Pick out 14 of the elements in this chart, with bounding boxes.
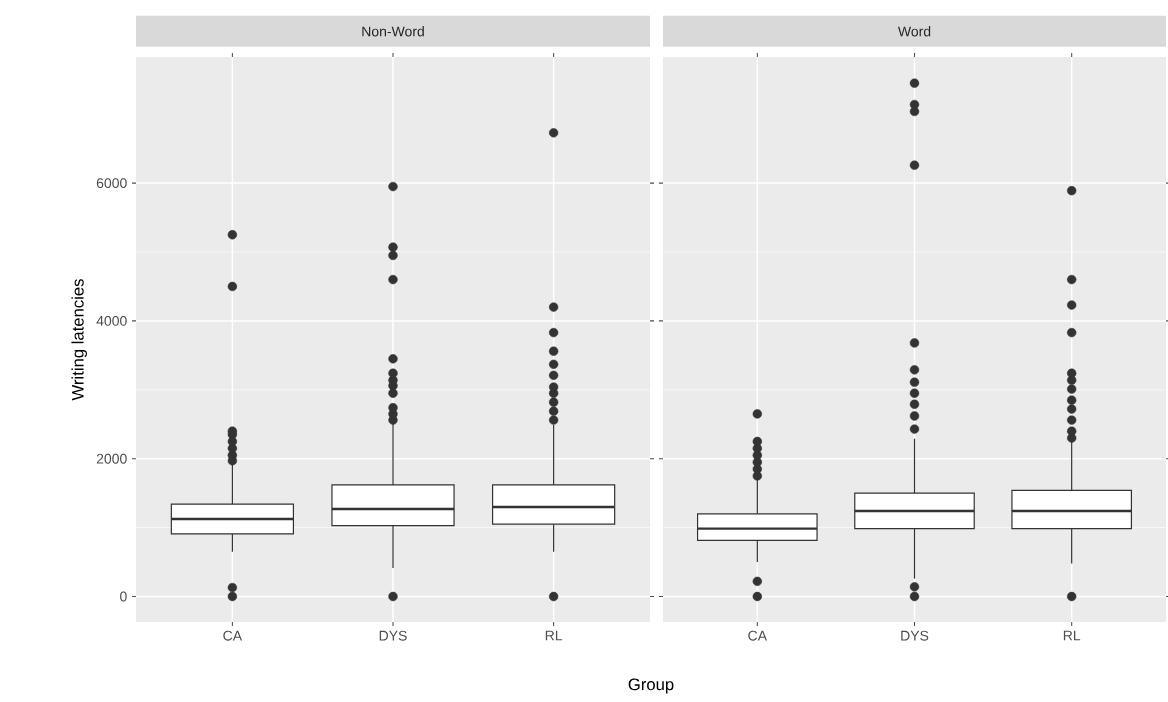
- x-tick-label: RL: [545, 630, 563, 641]
- x-tick-label: DYS: [901, 630, 929, 641]
- x-tick-label: CA: [748, 630, 768, 641]
- y-tick-label: 0: [120, 591, 127, 602]
- y-tick-label: 2000: [96, 453, 127, 464]
- y-tick-label: 6000: [96, 178, 127, 189]
- x-tick-label: RL: [1063, 630, 1081, 641]
- x-axis-title: Group: [628, 678, 674, 694]
- y-tick-label: 4000: [96, 315, 127, 326]
- x-tick-label: DYS: [379, 630, 407, 641]
- chart-title: Word: [897, 26, 931, 37]
- x-tick-label: CA: [223, 630, 243, 641]
- chart-title: Non-Word: [362, 26, 424, 37]
- y-axis-title: Writing latencies: [71, 279, 87, 401]
